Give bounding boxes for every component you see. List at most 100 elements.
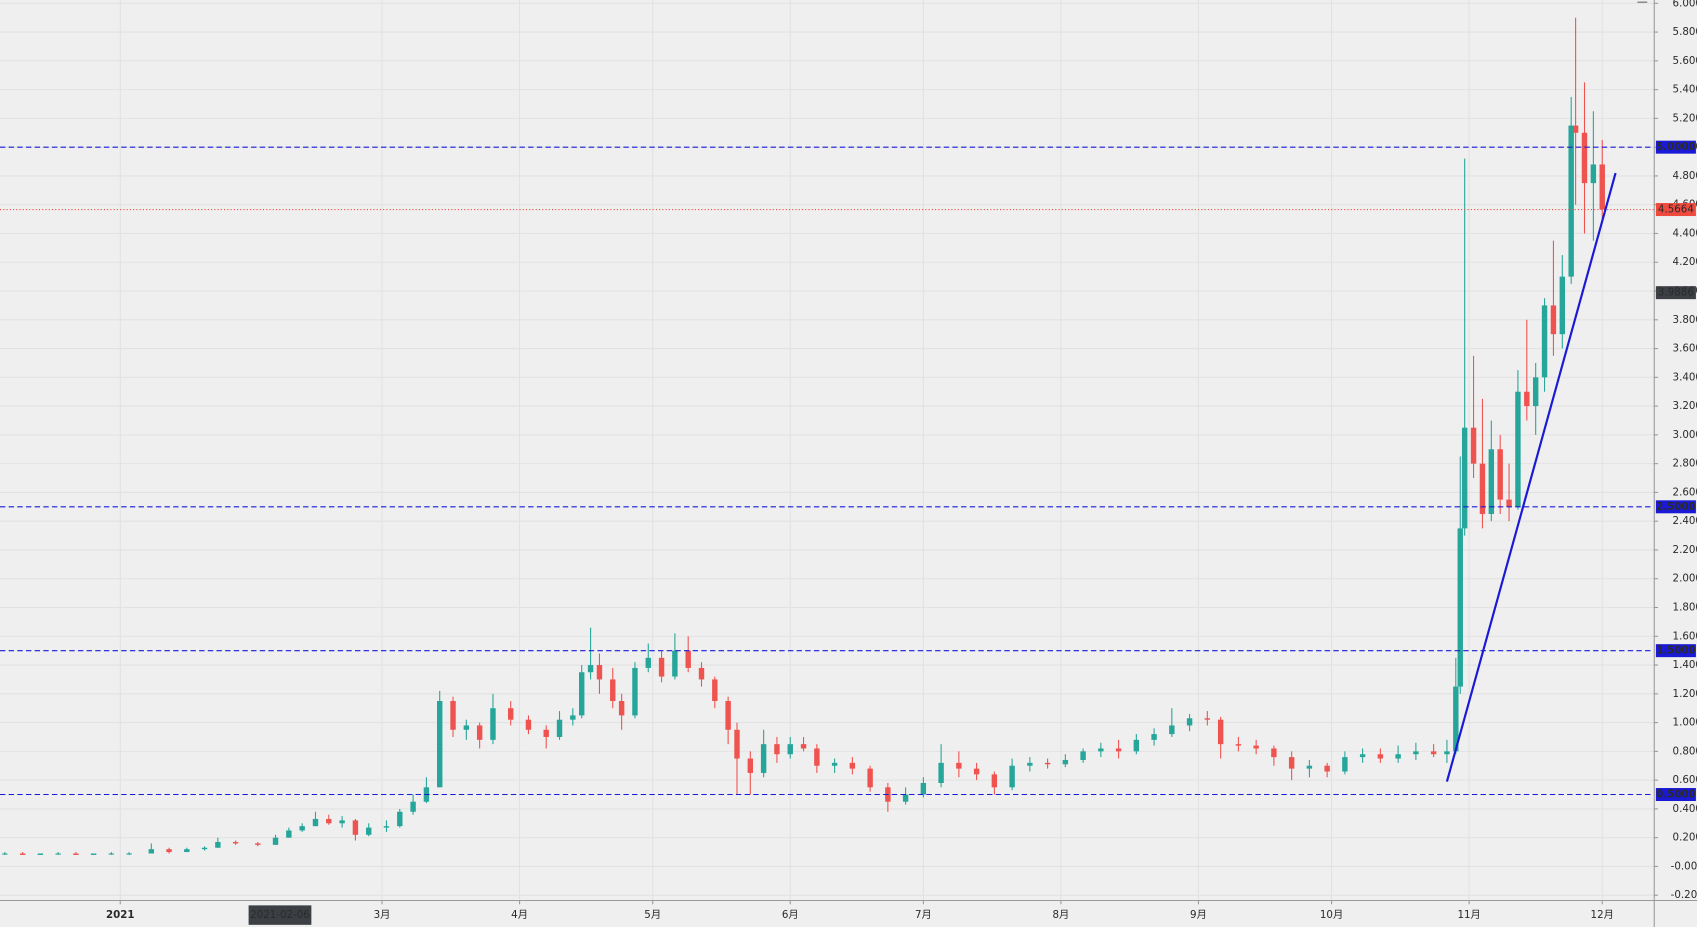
candle-body	[658, 657, 665, 677]
candle-body	[1524, 391, 1530, 407]
candle-body	[272, 837, 279, 845]
y-tick-label: 0.4000	[1673, 803, 1697, 815]
x-tick-label: 11月	[1457, 909, 1480, 921]
y-tick-label: 3.0000	[1673, 429, 1697, 441]
x-tick-label: 9月	[1190, 909, 1207, 921]
x-tick-label: 4月	[511, 909, 528, 921]
price-line-label: 1.5000	[1656, 645, 1696, 657]
candle-body	[1572, 125, 1579, 133]
axes: -0.2000 -0.0000 0.2000 0.4000 0.6000 0.8000 1.…	[106, 0, 1697, 925]
candle-body	[1253, 745, 1259, 749]
y-tick-label: 4.2000	[1673, 256, 1697, 268]
x-tick-label: 12月	[1591, 909, 1614, 921]
candle-body	[973, 768, 980, 775]
candle-body	[1115, 748, 1122, 752]
candle-body	[685, 650, 691, 668]
x-tick-label: 5月	[644, 909, 661, 921]
y-tick-label: 2.0000	[1673, 573, 1697, 585]
candle-body	[1541, 305, 1548, 378]
x-tick-label: 2021	[106, 909, 135, 921]
candle-body	[774, 744, 780, 755]
candle-body	[570, 715, 576, 720]
x-tick-label: 10月	[1320, 909, 1343, 921]
last-price-label-box	[1655, 203, 1696, 217]
candle-body	[1133, 739, 1140, 752]
y-tick-label: 2.4000	[1673, 515, 1697, 527]
y-tick-label: 0.8000	[1673, 745, 1697, 757]
candle-body	[1395, 754, 1401, 759]
candle-body	[1151, 734, 1157, 740]
candle-body	[800, 744, 807, 749]
candle-body	[831, 762, 838, 766]
candle-body	[712, 679, 718, 702]
candle-body	[1532, 377, 1539, 407]
y-tick-label: 1.4000	[1673, 659, 1697, 671]
candle-body	[1515, 391, 1521, 507]
candle-body	[312, 818, 319, 827]
candle-body	[587, 665, 594, 673]
candle-body	[19, 853, 26, 855]
price-line-label-box	[1655, 644, 1696, 658]
candle-body	[1359, 754, 1366, 758]
candle-body	[1062, 759, 1069, 765]
candle-body	[126, 853, 132, 855]
candle-body	[610, 679, 616, 702]
candle-body	[1235, 744, 1242, 746]
candle-body	[1342, 757, 1348, 772]
candle-body	[508, 708, 514, 720]
y-tick-label: 2.6000	[1673, 486, 1697, 498]
y-tick-label: 5.2000	[1673, 112, 1697, 124]
y-tick-label: 1.8000	[1673, 602, 1697, 614]
candle-body	[1377, 754, 1384, 759]
price-line-label-box	[1655, 500, 1696, 514]
y-tick-label: 0.6000	[1673, 774, 1697, 786]
candle-body	[618, 701, 625, 716]
y-tick-label: 5.4000	[1673, 84, 1697, 96]
marker-price-label-box	[1655, 286, 1696, 300]
y-tick-label: 5.8000	[1673, 26, 1697, 38]
candle-body	[1324, 765, 1330, 772]
y-tick-label: 6.0000	[1673, 0, 1697, 9]
x-tick-label: 7月	[915, 909, 932, 921]
candle-body	[383, 826, 390, 828]
y-tick-label: 3.2000	[1673, 400, 1697, 412]
y-tick-label: 0.2000	[1673, 832, 1697, 844]
candle-body	[734, 729, 740, 759]
candle-body	[55, 853, 61, 855]
candle-body	[814, 748, 820, 766]
candle-body	[37, 853, 44, 855]
y-tick-label: 3.6000	[1673, 343, 1697, 355]
candle-body	[108, 853, 115, 855]
crosshair-label-box	[248, 905, 312, 925]
candle-body	[698, 667, 705, 680]
candle-body	[760, 744, 767, 773]
candle-body	[148, 849, 155, 854]
candle-body	[556, 719, 563, 737]
candle-body	[437, 701, 443, 788]
candle-body	[255, 843, 261, 845]
candle-body	[902, 794, 909, 802]
candle-body	[867, 768, 873, 788]
candle-body	[90, 853, 97, 855]
candle-body	[1430, 751, 1437, 755]
candle-body	[596, 665, 603, 680]
candle-body	[849, 762, 856, 769]
candle-body	[166, 849, 172, 853]
candle-body	[1453, 686, 1459, 752]
candle-body	[645, 657, 651, 668]
candle-body	[543, 729, 549, 737]
candle-body	[956, 762, 962, 769]
candle-body	[232, 841, 239, 844]
candle-body	[1550, 305, 1557, 335]
candle-body	[476, 725, 483, 740]
y-tick-label: -0.0000	[1671, 860, 1697, 872]
candle-body	[578, 672, 585, 716]
y-tick-label: 3.8000	[1673, 314, 1697, 326]
crosshair-label: 2021-02-06	[250, 909, 310, 921]
x-tick-label: 8月	[1053, 909, 1070, 921]
y-tick-label: 1.6000	[1673, 630, 1697, 642]
candle-body	[672, 650, 678, 677]
candle-body	[938, 762, 944, 784]
